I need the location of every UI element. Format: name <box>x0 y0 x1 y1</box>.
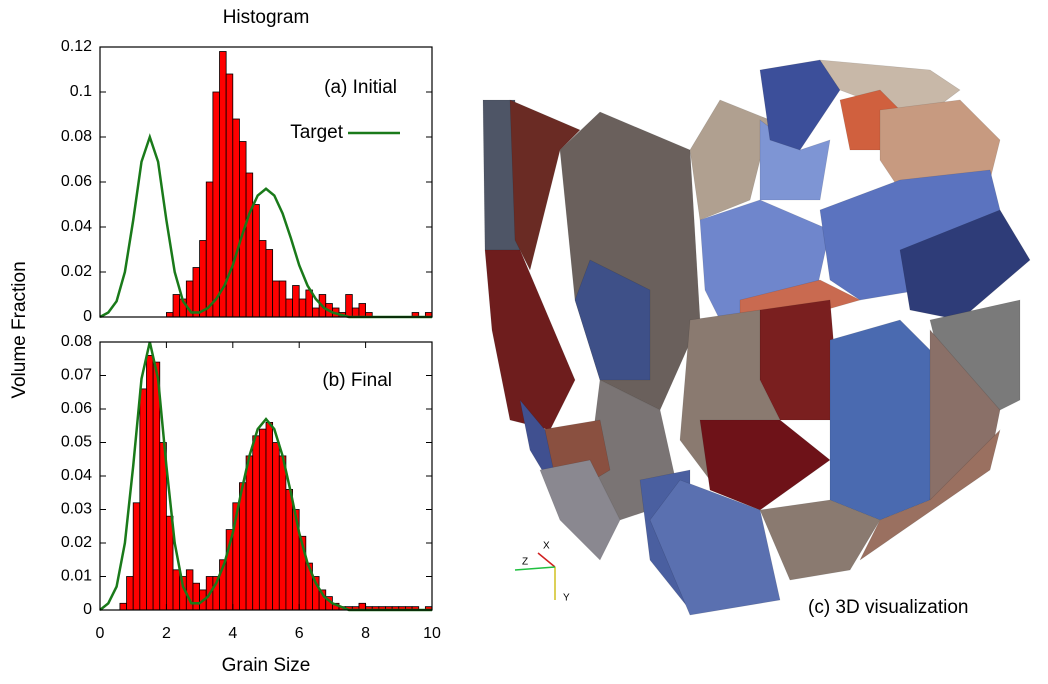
x-tick-label: 4 <box>228 625 237 642</box>
x-tick-label: 2 <box>162 625 171 642</box>
bar <box>193 268 200 318</box>
bar <box>293 286 300 318</box>
y-axis-label: Volume Fraction <box>9 261 30 398</box>
y-tick-label: 0 <box>83 308 92 325</box>
bar <box>279 456 286 610</box>
y-tick-label: 0.08 <box>61 128 92 145</box>
bar <box>286 489 293 610</box>
grain <box>760 60 840 150</box>
bar <box>146 355 153 610</box>
bar <box>153 362 160 610</box>
orientation-axes: X Y Z <box>515 541 570 604</box>
bar <box>140 389 147 610</box>
bar <box>220 52 227 318</box>
grain-visualization <box>483 60 1030 615</box>
axis-z <box>515 567 555 570</box>
axis-label: Y <box>563 593 570 604</box>
y-tick-label: 0.06 <box>61 173 92 190</box>
y-tick-label: 0.07 <box>61 367 92 384</box>
bar <box>273 443 280 611</box>
bar <box>253 436 260 610</box>
y-tick-label: 0.12 <box>61 38 92 55</box>
bar <box>266 250 273 318</box>
bar <box>299 299 306 317</box>
bar <box>233 119 240 317</box>
bar <box>246 173 253 317</box>
panel-label: (a) Initial <box>324 77 397 98</box>
bar <box>166 516 173 610</box>
y-tick-label: 0.08 <box>61 333 92 350</box>
y-tick-label: 0.03 <box>61 501 92 518</box>
bar <box>346 295 353 318</box>
axis-x <box>538 553 555 567</box>
y-tick-label: 0.01 <box>61 568 92 585</box>
y-tick-label: 0.06 <box>61 400 92 417</box>
y-tick-label: 0.04 <box>61 467 92 484</box>
bar <box>127 577 134 611</box>
bar <box>206 182 213 317</box>
grain <box>760 300 840 420</box>
bar <box>213 92 220 317</box>
bar <box>273 281 280 317</box>
figure: X Y Z (c) 3D visualization Target 0 0.02 0.… <box>0 0 1048 684</box>
x-tick-label: 6 <box>295 625 304 642</box>
bar <box>173 295 180 318</box>
y-tick-label: 0.1 <box>70 83 92 100</box>
panel-label: (b) Final <box>322 370 392 391</box>
bar <box>246 456 253 610</box>
page: X Y Z (c) 3D visualization Target 0 0.02 0.… <box>0 0 1048 684</box>
x-axis-label: Grain Size <box>222 655 311 676</box>
bar <box>253 205 260 318</box>
bar <box>166 313 173 318</box>
bar <box>120 603 127 610</box>
axis-label: Z <box>522 557 528 568</box>
x-tick-label: 0 <box>96 625 105 642</box>
bar <box>286 299 293 317</box>
y-tick-label: 0.02 <box>61 263 92 280</box>
bar <box>312 308 319 317</box>
bar <box>259 429 266 610</box>
bar <box>266 422 273 610</box>
axis-label: X <box>543 541 550 552</box>
grain <box>830 320 940 520</box>
x-tick-label: 8 <box>361 625 370 642</box>
legend-label: Target <box>290 122 344 143</box>
bar <box>259 241 266 318</box>
y-tick-label: 0.02 <box>61 534 92 551</box>
y-tick-label: 0.04 <box>61 218 92 235</box>
bar <box>279 281 286 317</box>
bar <box>200 241 207 318</box>
bar <box>193 583 200 610</box>
chart-title: Histogram <box>223 7 310 28</box>
panel-label: (c) 3D visualization <box>808 597 969 618</box>
x-tick-label: 10 <box>423 625 441 642</box>
y-tick-label: 0 <box>83 601 92 618</box>
y-tick-label: 0.05 <box>61 434 92 451</box>
grain <box>485 250 575 430</box>
bar <box>173 570 180 610</box>
bar <box>133 503 140 610</box>
bar <box>359 304 366 318</box>
bar <box>352 308 359 317</box>
